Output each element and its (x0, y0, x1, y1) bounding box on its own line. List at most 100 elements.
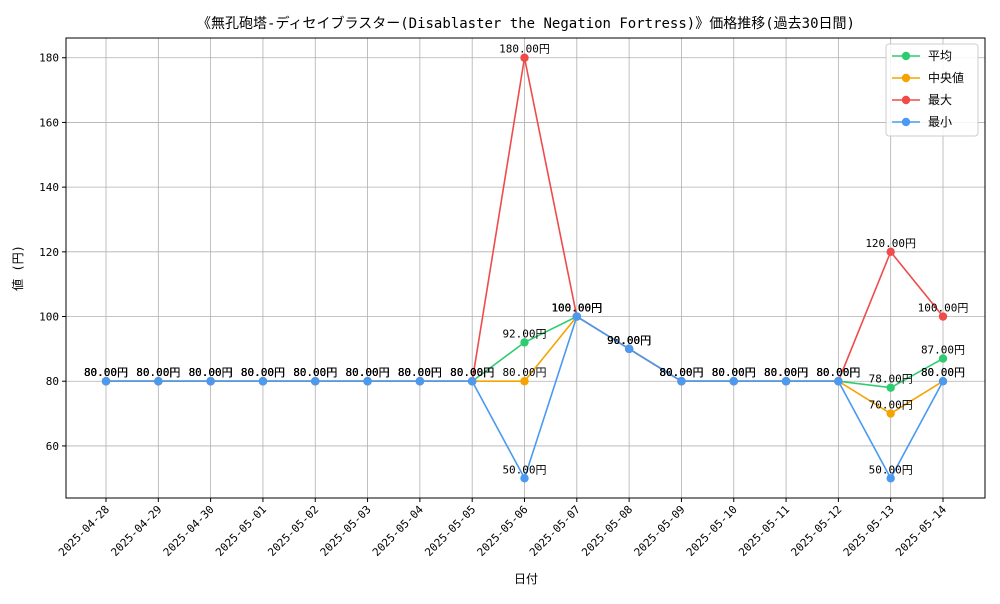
data-label: 80.00円 (189, 366, 233, 379)
y-tick-label: 60 (46, 440, 59, 453)
data-label: 80.00円 (659, 366, 703, 379)
data-label: 50.00円 (502, 463, 546, 476)
data-point (834, 377, 843, 386)
data-label: 80.00円 (502, 366, 546, 379)
data-label: 80.00円 (764, 366, 808, 379)
data-point (572, 312, 582, 321)
data-label: 90.00円 (607, 334, 651, 347)
data-label: 80.00円 (816, 366, 860, 379)
data-point (938, 354, 948, 363)
data-point (101, 377, 111, 386)
data-point (886, 383, 895, 392)
data-label: 92.00円 (502, 327, 546, 340)
data-label: 90.00円 (607, 334, 651, 347)
legend-marker (901, 95, 911, 105)
data-point (520, 53, 529, 62)
data-label: 80.00円 (84, 366, 128, 379)
data-label: 80.00円 (136, 366, 180, 379)
data-label: 80.00円 (398, 366, 442, 379)
y-tick-label: 140 (39, 181, 59, 194)
data-point (729, 377, 738, 386)
data-point (467, 377, 477, 386)
data-label: 100.00円 (551, 302, 602, 315)
y-tick-label: 180 (39, 52, 59, 65)
plot-frame (65, 37, 986, 499)
data-label: 100.00円 (551, 302, 602, 315)
data-label: 80.00円 (712, 366, 756, 379)
data-label: 80.00円 (346, 366, 390, 379)
data-label: 100.00円 (551, 302, 602, 315)
legend-item: 中央値 (892, 70, 964, 85)
data-label: 80.00円 (450, 366, 494, 379)
data-label: 80.00円 (189, 366, 233, 379)
data-label: 80.00円 (712, 366, 756, 379)
data-label: 80.00円 (293, 366, 337, 379)
data-label: 80.00円 (659, 366, 703, 379)
data-label: 80.00円 (346, 366, 390, 379)
y-axis-label: 値 (円) (10, 245, 25, 291)
data-point (520, 474, 529, 483)
data-label: 80.00円 (816, 366, 860, 379)
data-label: 80.00円 (816, 366, 860, 379)
data-label: 100.00円 (551, 302, 602, 315)
data-point (886, 409, 895, 418)
data-label: 80.00円 (241, 366, 285, 379)
legend-label: 最大 (928, 93, 952, 107)
data-label: 80.00円 (136, 366, 180, 379)
data-label: 80.00円 (921, 366, 965, 379)
data-label: 80.00円 (764, 366, 808, 379)
data-label: 80.00円 (816, 366, 860, 379)
y-tick-label: 80 (46, 375, 59, 388)
data-labels: 80.00円 80.00円 80.00円 80.00円 80.00円 80.00円 80.0… (84, 43, 968, 477)
data-label: 80.00円 (241, 366, 285, 379)
legend-item: 平均 (892, 49, 952, 63)
data-label: 80.00円 (398, 366, 442, 379)
data-label: 80.00円 (659, 366, 703, 379)
legend-box (885, 43, 979, 137)
data-label: 80.00円 (136, 366, 180, 379)
legend-label: 最小 (928, 115, 952, 129)
data-label: 80.00円 (764, 366, 808, 379)
legend-label: 中央値 (928, 70, 964, 85)
data-point (520, 377, 529, 386)
data-label: 80.00円 (712, 366, 756, 379)
data-label: 80.00円 (84, 366, 128, 379)
data-label: 80.00円 (450, 366, 494, 379)
data-point (154, 377, 163, 386)
data-label: 80.00円 (659, 366, 703, 379)
y-tick-label: 120 (39, 246, 59, 259)
legend-marker (901, 73, 911, 83)
data-label: 80.00円 (921, 366, 965, 379)
data-label: 80.00円 (293, 366, 337, 379)
y-tick-label: 160 (39, 116, 59, 129)
data-point (677, 377, 686, 386)
series-3 (101, 312, 948, 483)
data-label: 87.00円 (921, 344, 965, 357)
data-point (886, 474, 895, 483)
legend-marker (901, 117, 911, 127)
data-point (886, 247, 895, 257)
data-label: 80.00円 (136, 366, 180, 379)
data-point (624, 344, 634, 354)
legend-item: 最小 (892, 115, 952, 129)
data-label: 80.00円 (346, 366, 390, 379)
data-label: 180.00円 (499, 43, 550, 56)
data-point (520, 338, 529, 347)
data-point (938, 312, 948, 321)
data-label: 80.00円 (450, 366, 494, 379)
legend-item: 最大 (892, 93, 952, 107)
data-point (938, 377, 948, 386)
series-layer (101, 53, 948, 483)
data-label: 80.00円 (84, 366, 128, 379)
data-label: 120.00円 (865, 237, 916, 250)
data-label: 78.00円 (869, 373, 913, 386)
data-point (206, 377, 215, 386)
data-label: 80.00円 (712, 366, 756, 379)
data-point (258, 377, 268, 386)
legend-label: 平均 (928, 49, 952, 63)
data-label: 80.00円 (293, 366, 337, 379)
data-label: 80.00円 (346, 366, 390, 379)
